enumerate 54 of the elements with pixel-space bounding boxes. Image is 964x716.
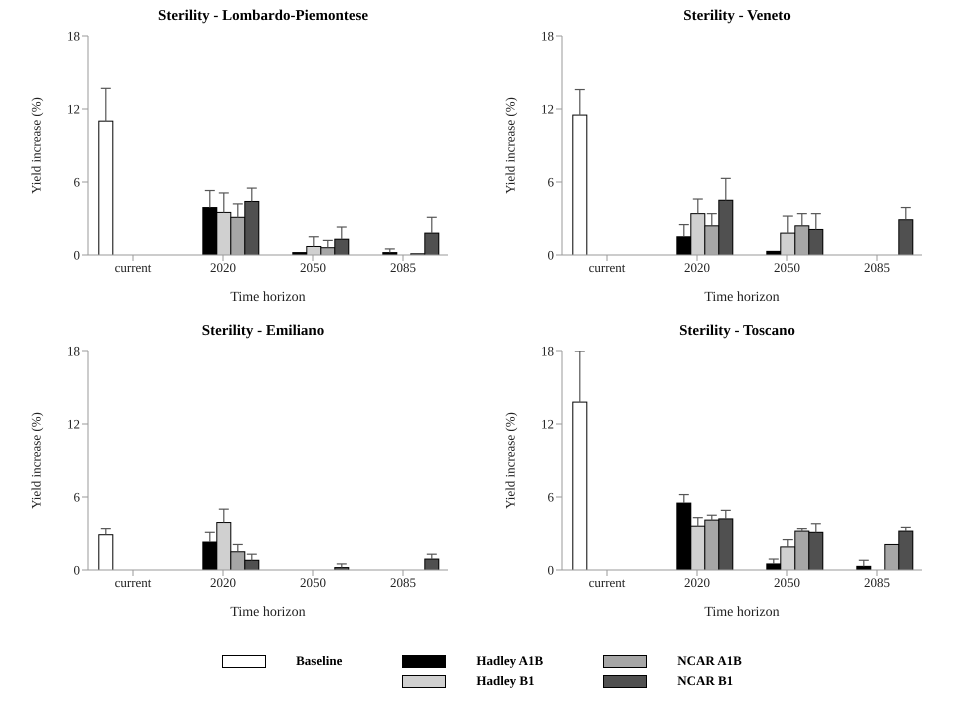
legend-label: NCAR B1 (677, 673, 734, 689)
chart-title: Sterility - Lombardo-Piemontese (157, 8, 369, 26)
y-tick-label: 12 (67, 416, 80, 432)
y-tick-label: 0 (548, 562, 554, 578)
y-tick-label: 6 (74, 174, 80, 190)
x-tick-label: 2020 (684, 260, 710, 276)
chart-title: Sterility - Emiliano (200, 323, 326, 341)
legend-label: Hadley B1 (476, 673, 535, 689)
y-tick-label: 12 (541, 102, 554, 117)
y-tick-label: 6 (548, 174, 554, 190)
x-tick-label: current (114, 575, 152, 590)
bar (98, 534, 114, 570)
x-axis-title: Time horizon (704, 605, 780, 620)
y-axis-title: Yield increase (%) (28, 97, 44, 194)
x-tick-label: 2085 (864, 260, 890, 276)
bar (572, 402, 588, 570)
x-tick-label: 2085 (390, 260, 416, 276)
x-tick-label: 2020 (210, 260, 236, 276)
y-tick-label: 18 (541, 28, 554, 44)
y-tick-label: 0 (74, 562, 80, 578)
x-tick-label: 2020 (210, 575, 236, 590)
x-tick-label: current (588, 260, 626, 276)
legend-label: Baseline (296, 653, 342, 669)
bar (424, 558, 440, 570)
legend-label: Hadley A1B (476, 653, 544, 669)
chart-title: Sterility - Veneto (682, 8, 792, 26)
x-axis-title: Time horizon (704, 290, 780, 305)
y-axis-title: Yield increase (%) (502, 97, 518, 194)
x-tick-label: 2085 (390, 575, 416, 590)
x-axis-title: Time horizon (230, 290, 306, 305)
y-tick-label: 0 (74, 248, 80, 263)
y-tick-label: 18 (67, 28, 80, 44)
x-axis-title: Time horizon (230, 605, 306, 620)
y-tick-label: 12 (541, 416, 554, 432)
bar (572, 114, 588, 255)
y-axis-title: Yield increase (%) (28, 412, 44, 509)
y-tick-label: 18 (541, 344, 554, 359)
x-tick-label: current (588, 575, 626, 590)
x-tick-label: 2050 (774, 575, 800, 590)
y-tick-label: 6 (548, 490, 554, 505)
x-tick-label: 2085 (864, 575, 890, 590)
bar (98, 120, 114, 255)
y-tick-label: 12 (67, 102, 80, 117)
chart-title: Sterility - Toscano (678, 323, 796, 341)
x-tick-label: 2050 (300, 575, 326, 590)
x-tick-label: current (114, 260, 152, 276)
y-tick-label: 0 (548, 248, 554, 263)
x-tick-label: 2050 (774, 260, 800, 276)
x-tick-label: 2050 (300, 260, 326, 276)
y-tick-label: 18 (67, 344, 80, 359)
x-tick-label: 2020 (684, 575, 710, 590)
y-axis-title: Yield increase (%) (502, 412, 518, 509)
legend-label: NCAR A1B (677, 653, 742, 669)
y-tick-label: 6 (74, 490, 80, 505)
